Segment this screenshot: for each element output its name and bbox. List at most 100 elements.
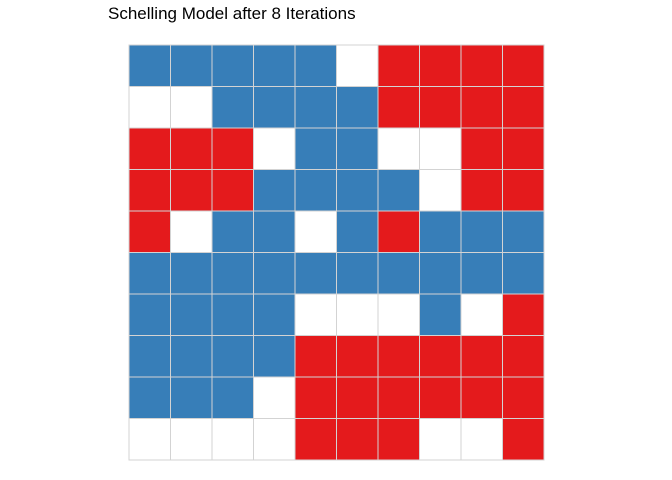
- cell-r2-c1-red: [170, 127, 213, 170]
- cell-r6-c6-empty: [377, 293, 420, 336]
- cell-r5-c9-blue: [502, 252, 545, 295]
- cell-r2-c2-red: [211, 127, 254, 170]
- cell-r9-c4-red: [294, 418, 337, 461]
- cell-r3-c3-blue: [253, 169, 296, 212]
- cell-r0-c5-empty: [336, 44, 379, 87]
- cell-r3-c6-blue: [377, 169, 420, 212]
- cell-r5-c1-blue: [170, 252, 213, 295]
- cell-r2-c3-empty: [253, 127, 296, 170]
- cell-r0-c7-red: [419, 44, 462, 87]
- cell-r9-c7-empty: [419, 418, 462, 461]
- cell-r8-c7-red: [419, 376, 462, 419]
- cell-r7-c9-red: [502, 335, 545, 378]
- cell-r6-c9-red: [502, 293, 545, 336]
- cell-r5-c4-blue: [294, 252, 337, 295]
- cell-r1-c2-blue: [211, 86, 254, 129]
- cell-r4-c3-blue: [253, 210, 296, 253]
- cell-r8-c2-blue: [211, 376, 254, 419]
- cell-r0-c6-red: [377, 44, 420, 87]
- grid-cells: [128, 44, 545, 461]
- cell-r7-c8-red: [460, 335, 503, 378]
- cell-r0-c8-red: [460, 44, 503, 87]
- cell-r2-c0-red: [128, 127, 171, 170]
- cell-r5-c0-blue: [128, 252, 171, 295]
- cell-r1-c1-empty: [170, 86, 213, 129]
- cell-r2-c5-blue: [336, 127, 379, 170]
- cell-r6-c5-empty: [336, 293, 379, 336]
- cell-r6-c0-blue: [128, 293, 171, 336]
- cell-r9-c8-empty: [460, 418, 503, 461]
- cell-r5-c2-blue: [211, 252, 254, 295]
- cell-r7-c2-blue: [211, 335, 254, 378]
- cell-r4-c4-empty: [294, 210, 337, 253]
- cell-r7-c1-blue: [170, 335, 213, 378]
- cell-r7-c6-red: [377, 335, 420, 378]
- cell-r6-c3-blue: [253, 293, 296, 336]
- cell-r0-c1-blue: [170, 44, 213, 87]
- cell-r4-c2-blue: [211, 210, 254, 253]
- cell-r9-c1-empty: [170, 418, 213, 461]
- cell-r4-c5-blue: [336, 210, 379, 253]
- cell-r4-c1-empty: [170, 210, 213, 253]
- cell-r3-c4-blue: [294, 169, 337, 212]
- cell-r3-c5-blue: [336, 169, 379, 212]
- cell-r4-c9-blue: [502, 210, 545, 253]
- cell-r2-c9-red: [502, 127, 545, 170]
- chart-title: Schelling Model after 8 Iterations: [108, 4, 356, 23]
- cell-r7-c3-blue: [253, 335, 296, 378]
- cell-r3-c8-red: [460, 169, 503, 212]
- cell-r8-c8-red: [460, 376, 503, 419]
- cell-r7-c7-red: [419, 335, 462, 378]
- cell-r7-c0-blue: [128, 335, 171, 378]
- cell-r8-c1-blue: [170, 376, 213, 419]
- cell-r1-c7-red: [419, 86, 462, 129]
- cell-r3-c7-empty: [419, 169, 462, 212]
- cell-r2-c6-empty: [377, 127, 420, 170]
- cell-r4-c8-blue: [460, 210, 503, 253]
- cell-r0-c0-blue: [128, 44, 171, 87]
- cell-r6-c7-blue: [419, 293, 462, 336]
- cell-r6-c8-empty: [460, 293, 503, 336]
- cell-r2-c4-blue: [294, 127, 337, 170]
- cell-r9-c2-empty: [211, 418, 254, 461]
- cell-r8-c3-empty: [253, 376, 296, 419]
- cell-r1-c9-red: [502, 86, 545, 129]
- cell-r7-c4-red: [294, 335, 337, 378]
- cell-r0-c4-blue: [294, 44, 337, 87]
- cell-r5-c7-blue: [419, 252, 462, 295]
- cell-r9-c9-red: [502, 418, 545, 461]
- cell-r4-c0-red: [128, 210, 171, 253]
- cell-r6-c2-blue: [211, 293, 254, 336]
- cell-r1-c0-empty: [128, 86, 171, 129]
- cell-r3-c2-red: [211, 169, 254, 212]
- cell-r0-c3-blue: [253, 44, 296, 87]
- cell-r9-c0-empty: [128, 418, 171, 461]
- cell-r1-c4-blue: [294, 86, 337, 129]
- cell-r6-c1-blue: [170, 293, 213, 336]
- cell-r0-c2-blue: [211, 44, 254, 87]
- cell-r3-c9-red: [502, 169, 545, 212]
- cell-r9-c5-red: [336, 418, 379, 461]
- cell-r0-c9-red: [502, 44, 545, 87]
- cell-r5-c8-blue: [460, 252, 503, 295]
- cell-r1-c5-blue: [336, 86, 379, 129]
- cell-r5-c6-blue: [377, 252, 420, 295]
- cell-r8-c0-blue: [128, 376, 171, 419]
- cell-r8-c4-red: [294, 376, 337, 419]
- cell-r5-c5-blue: [336, 252, 379, 295]
- cell-r6-c4-empty: [294, 293, 337, 336]
- cell-r4-c7-blue: [419, 210, 462, 253]
- cell-r1-c8-red: [460, 86, 503, 129]
- cell-r5-c3-blue: [253, 252, 296, 295]
- cell-r4-c6-red: [377, 210, 420, 253]
- cell-r3-c1-red: [170, 169, 213, 212]
- cell-r8-c6-red: [377, 376, 420, 419]
- cell-r1-c3-blue: [253, 86, 296, 129]
- cell-r7-c5-red: [336, 335, 379, 378]
- cell-r2-c7-empty: [419, 127, 462, 170]
- cell-r2-c8-red: [460, 127, 503, 170]
- cell-r9-c6-red: [377, 418, 420, 461]
- cell-r8-c9-red: [502, 376, 545, 419]
- cell-r1-c6-red: [377, 86, 420, 129]
